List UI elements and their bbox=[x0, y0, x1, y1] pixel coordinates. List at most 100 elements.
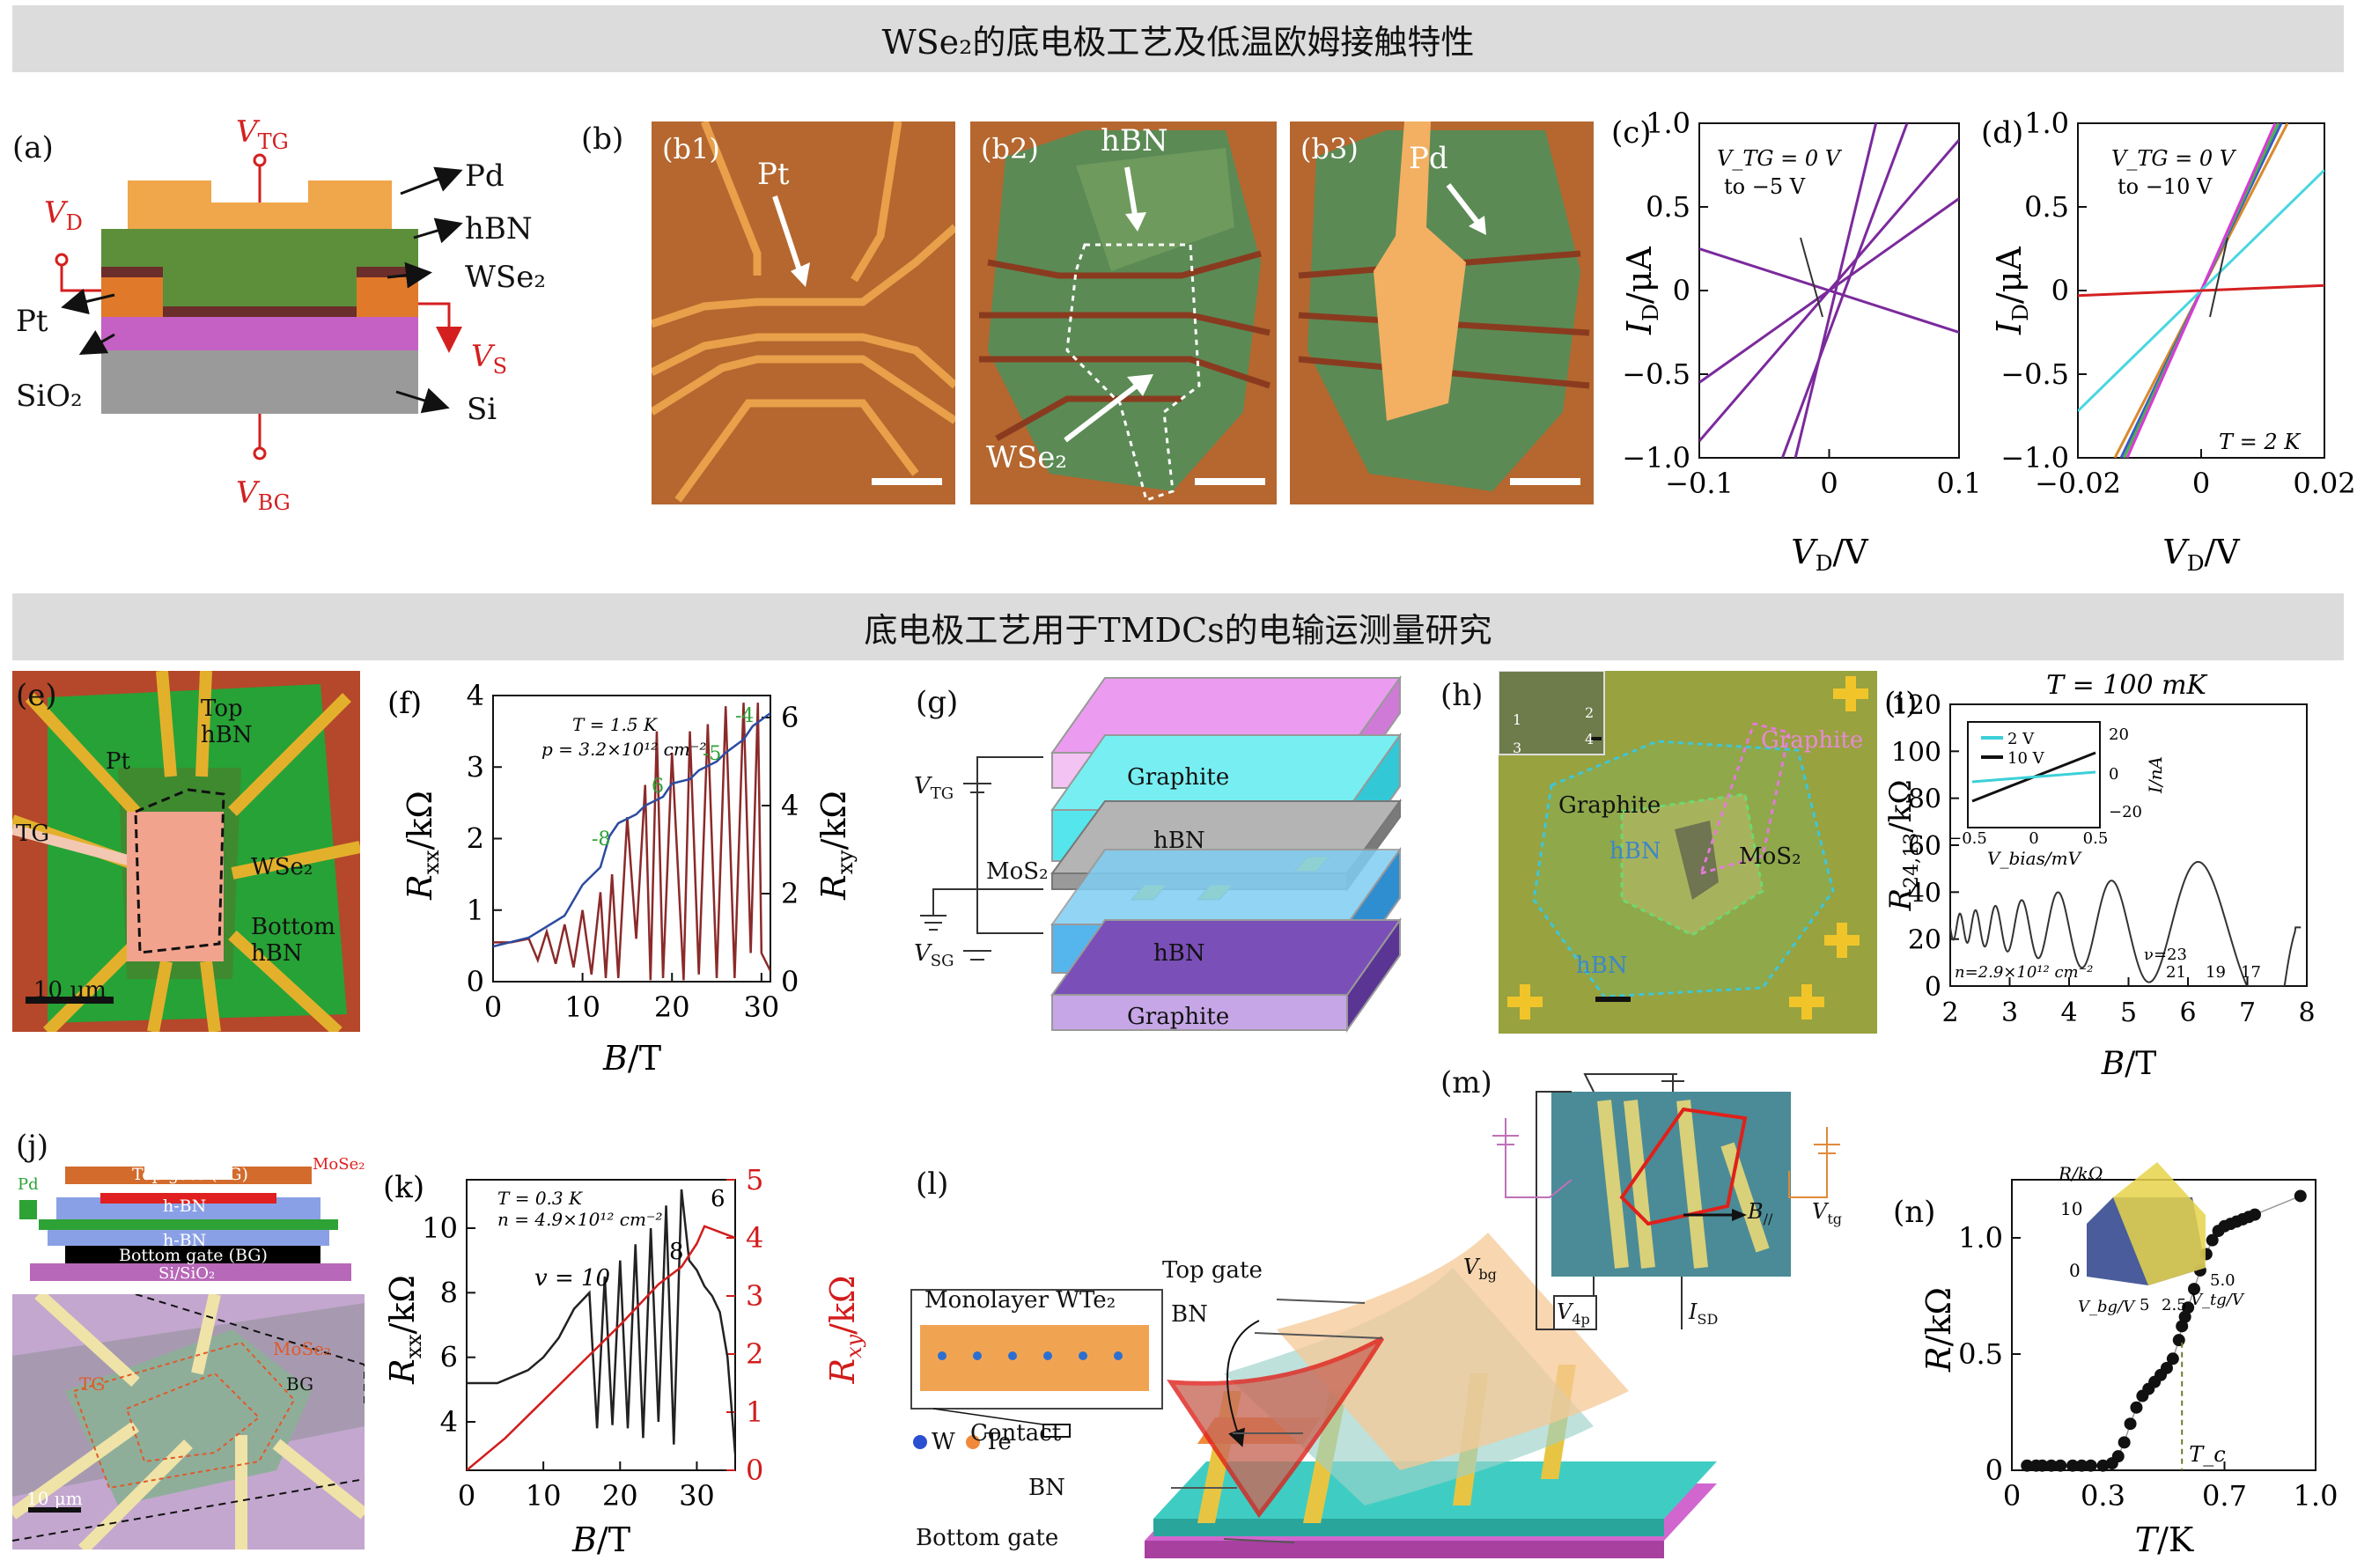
m-bpar-label: B// bbox=[1748, 1199, 1773, 1227]
y-tick-label: 20 bbox=[1908, 925, 1941, 956]
annotation-line-1: T = 0.3 K bbox=[497, 1188, 583, 1209]
y-tick-label: −0.5 bbox=[2000, 357, 2069, 391]
pd-top-gate bbox=[128, 180, 392, 229]
y-right-tick-label: 2 bbox=[746, 1337, 763, 1371]
y-tick-label: 2 bbox=[467, 822, 484, 856]
data-point bbox=[2130, 1401, 2143, 1414]
micrograph-j bbox=[12, 1294, 365, 1550]
x-tick-label: 10 bbox=[564, 990, 600, 1024]
series-line-6 bbox=[2078, 283, 2324, 298]
axis-label: ID/μA bbox=[1990, 247, 2033, 335]
j-photo-bg-label: BG bbox=[286, 1373, 314, 1395]
x-tick-label: 0.1 bbox=[1937, 467, 1981, 500]
micrograph-e bbox=[12, 671, 360, 1032]
j-pd-label: Pd bbox=[18, 1175, 39, 1194]
filling-label: 17 bbox=[2241, 963, 2261, 982]
annotation-line-2: to −5 V bbox=[1724, 174, 1806, 199]
y-tick-label: 0.5 bbox=[2024, 190, 2069, 224]
series-Rxy bbox=[493, 711, 770, 948]
e-pt-label: Pt bbox=[106, 748, 130, 775]
b3-pd-arrow bbox=[1446, 183, 1486, 235]
inset-x-tick-label: 5 bbox=[2140, 1296, 2149, 1314]
panel-i-label: (i) bbox=[1884, 686, 1917, 721]
annotation-line-1: V_TG = 0 V bbox=[2111, 146, 2237, 171]
l-callout-bottom-gate: Bottom gate bbox=[916, 1525, 1059, 1551]
j-top-gate-label: Top gate (TG) bbox=[132, 1165, 248, 1184]
y-right-tick-label: 1 bbox=[746, 1395, 763, 1429]
inset-x-tick-label: 0 bbox=[2029, 829, 2038, 848]
data-point bbox=[2178, 1310, 2191, 1323]
y-tick-label: −0.5 bbox=[1622, 357, 1690, 391]
axis-label: ID/μA bbox=[1620, 247, 1663, 335]
g-vsg-label: VSG bbox=[914, 940, 954, 971]
micrograph-m bbox=[1551, 1092, 1791, 1277]
data-point bbox=[2021, 1459, 2034, 1472]
level-label: -8 bbox=[592, 828, 610, 850]
vbg-label: VBG bbox=[236, 475, 291, 515]
panel-n-label: (n) bbox=[1893, 1195, 1935, 1230]
b3-sublabel: (b3) bbox=[1300, 132, 1359, 166]
y-right-tick-label: 2 bbox=[781, 877, 799, 910]
chart-i: (i)T = 100 mK2 3 4 5 6 7 8020406080100120n=2.9… bbox=[1884, 670, 2316, 1082]
x-tick-label: 0 bbox=[2003, 1479, 2021, 1513]
panel-m-label: (m) bbox=[1440, 1065, 1492, 1101]
scale-bar-e bbox=[26, 997, 114, 1004]
panel-j-stack-schematic bbox=[19, 1167, 351, 1281]
h-inset-num-2: 2 bbox=[1585, 704, 1595, 721]
axis-label-right: Rxy/kΩ bbox=[823, 1275, 866, 1384]
x-tick-label: −0.1 bbox=[1665, 467, 1734, 500]
inset-legend-label-2: 10 V bbox=[2007, 749, 2045, 768]
g-mos2-label: MoS₂ bbox=[986, 858, 1049, 885]
x-tick-label: 6 bbox=[2179, 997, 2196, 1028]
panel-d-label: (d) bbox=[1981, 115, 2023, 151]
h-graphite-label: Graphite bbox=[1558, 792, 1661, 819]
pd-label: Pd bbox=[465, 158, 505, 194]
j-substrate-label: Si/SiO₂ bbox=[158, 1264, 216, 1283]
annotation-line-1: V_TG = 0 V bbox=[1717, 146, 1843, 171]
data-point bbox=[2172, 1334, 2185, 1347]
data-point bbox=[2036, 1459, 2049, 1472]
x-tick-label: 0 bbox=[2192, 467, 2210, 500]
data-point bbox=[2084, 1459, 2097, 1472]
y-tick-label: 0.5 bbox=[1958, 1337, 2003, 1371]
y-tick-label: 40 bbox=[1908, 878, 1941, 909]
vs-label: VS bbox=[471, 339, 508, 379]
inset-y-label: V_tg/V bbox=[2191, 1291, 2245, 1309]
scale-bar-h bbox=[1595, 997, 1631, 1002]
y-tick-label: 8 bbox=[440, 1276, 458, 1309]
axis-label: VD/V bbox=[1791, 533, 1868, 576]
pt-label: Pt bbox=[16, 304, 48, 339]
filling-label: 19 bbox=[2206, 963, 2226, 982]
annotation-line-2: p = 3.2×10¹² cm⁻² bbox=[541, 739, 706, 760]
inset-z-tick-label: 0 bbox=[2069, 1260, 2081, 1281]
level-label: -5 bbox=[703, 743, 721, 765]
axis-label: VD/V bbox=[2162, 533, 2240, 576]
level-label: 8 bbox=[669, 1239, 684, 1265]
axis-label: R/kΩ bbox=[1919, 1287, 1958, 1373]
scale-bar-b3 bbox=[1510, 478, 1580, 485]
data-point bbox=[2066, 1459, 2079, 1472]
e-tg-label: TG bbox=[16, 821, 50, 847]
micrograph-b2 bbox=[970, 121, 1277, 504]
data-point bbox=[2182, 1301, 2195, 1314]
y-right-tick-label: 0 bbox=[781, 965, 799, 998]
panel-e-label: (e) bbox=[16, 678, 57, 713]
inset-x-tick-label: 2.5 bbox=[2162, 1296, 2187, 1314]
x-tick-label: 0 bbox=[484, 990, 502, 1024]
inset-y-tick-label: 20 bbox=[2109, 725, 2129, 744]
b1-pt-arrow bbox=[772, 195, 810, 287]
panel-b-label: (b) bbox=[581, 121, 624, 157]
x-tick-label: 0.02 bbox=[2293, 467, 2355, 500]
section-banner-middle: 底电极工艺用于TMDCs的电输运测量研究 bbox=[12, 593, 2344, 660]
e-bottom-hbn-label: Bottom hBN bbox=[251, 914, 335, 967]
y-tick-label: 120 bbox=[1891, 690, 1941, 721]
scale-bar-j bbox=[28, 1507, 81, 1513]
g-vtg-label: VTG bbox=[914, 773, 954, 804]
panel-g-label: (g) bbox=[916, 685, 959, 720]
inset-y-tick-label: 0 bbox=[2109, 765, 2118, 784]
h-hbn-label-1: hBN bbox=[1609, 838, 1661, 865]
e-top-hbn-label: Top hBN bbox=[201, 696, 253, 748]
chart-d: (d) −0.02 0 0.02 −1.0 −0.5 0 0.5 1.0 V_TG = 0 V to… bbox=[1981, 107, 2356, 576]
y-right-tick-label: 4 bbox=[781, 789, 799, 822]
